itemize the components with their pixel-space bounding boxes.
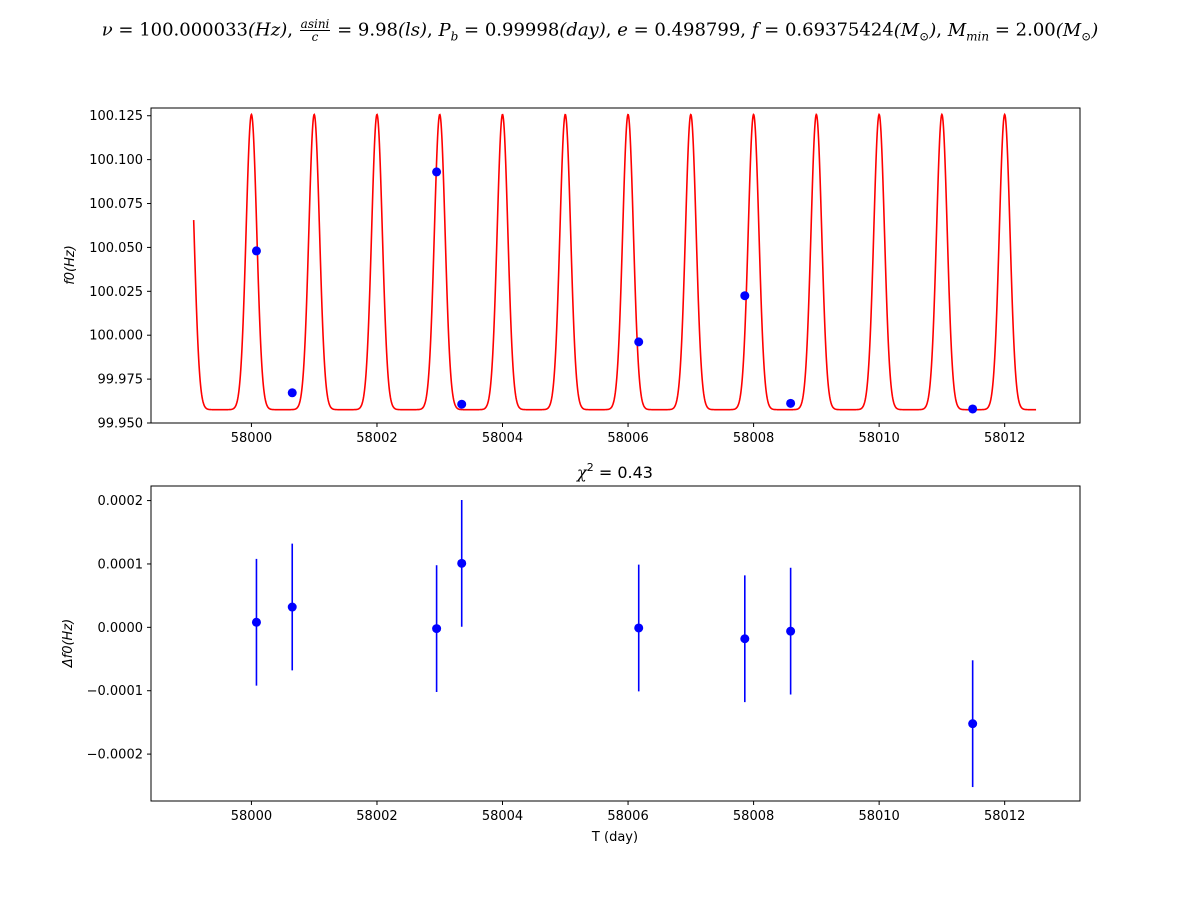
top-x-axis: 58000 58002 58004 58006 58008 58010 58012 bbox=[231, 423, 1025, 446]
observed-point bbox=[634, 337, 644, 347]
top-x-tick-label: 58006 bbox=[607, 431, 648, 446]
observed-point bbox=[968, 404, 978, 414]
bottom-y-tick-label: 0.0001 bbox=[98, 557, 144, 572]
bottom-panel: χ2 = 0.43 58000 58002 58004 58006 58008 58010… bbox=[61, 461, 1081, 845]
title-f-value: 0.69375424 bbox=[784, 19, 894, 41]
top-y-tick-label: 100.125 bbox=[89, 109, 143, 124]
model-curve bbox=[192, 112, 1037, 411]
top-plot-area bbox=[192, 112, 1037, 414]
bottom-x-tick-label: 58012 bbox=[984, 809, 1025, 824]
bottom-x-axis: 58000 58002 58004 58006 58008 58010 58012 bbox=[231, 801, 1025, 824]
bottom-x-tick-label: 58004 bbox=[482, 809, 523, 824]
bottom-y-tick-label: −0.0001 bbox=[87, 684, 143, 699]
title-asini-value: 9.98 bbox=[357, 19, 398, 41]
top-x-tick-label: 58004 bbox=[482, 431, 523, 446]
observed-point bbox=[287, 388, 297, 398]
top-y-axis: 99.950 99.975 100.000 100.025 100.050 100.075… bbox=[89, 109, 151, 432]
residual-point bbox=[251, 617, 261, 627]
top-x-tick-label: 58000 bbox=[231, 431, 272, 446]
residual-point bbox=[457, 558, 467, 568]
bottom-x-tick-label: 58008 bbox=[733, 809, 774, 824]
bottom-y-axis-label: Δf0(Hz) bbox=[61, 619, 76, 668]
top-x-tick-label: 58012 bbox=[984, 431, 1025, 446]
residual-point bbox=[740, 634, 750, 644]
bottom-panel-title: χ2 = 0.43 bbox=[576, 461, 653, 482]
top-y-axis-label: f0(Hz) bbox=[63, 245, 78, 285]
top-y-tick-label: 99.975 bbox=[98, 373, 144, 388]
figure-title: ν = 100.000033(Hz), asini c = 9.98(ls), P… bbox=[101, 17, 1099, 44]
bottom-x-tick-label: 58006 bbox=[607, 809, 648, 824]
residual-point bbox=[968, 719, 978, 729]
chi2-value: 0.43 bbox=[617, 463, 653, 482]
observed-point bbox=[786, 398, 796, 408]
bottom-y-tick-label: −0.0002 bbox=[87, 748, 143, 763]
observed-point bbox=[251, 246, 261, 256]
title-mmin-value: 2.00 bbox=[1015, 19, 1056, 41]
observed-point bbox=[432, 167, 442, 177]
observed-point bbox=[457, 399, 467, 409]
top-x-tick-label: 58010 bbox=[858, 431, 899, 446]
title-nu-value: 100.000033 bbox=[139, 19, 248, 41]
top-y-tick-label: 100.075 bbox=[89, 197, 143, 212]
bottom-y-axis: −0.0002 −0.0001 0.0000 0.0001 0.0002 bbox=[87, 494, 151, 763]
bottom-x-tick-label: 58000 bbox=[231, 809, 272, 824]
title-e-value: 0.498799 bbox=[654, 19, 741, 41]
title-asini-fraction: asini c bbox=[299, 17, 331, 44]
top-y-tick-label: 100.050 bbox=[89, 241, 143, 256]
top-y-tick-label: 99.950 bbox=[98, 417, 144, 432]
residual-point bbox=[786, 626, 796, 636]
bottom-y-tick-label: 0.0000 bbox=[98, 621, 144, 636]
top-x-tick-label: 58008 bbox=[733, 431, 774, 446]
bottom-x-tick-label: 58002 bbox=[356, 809, 397, 824]
top-y-tick-label: 100.000 bbox=[89, 329, 143, 344]
top-y-tick-label: 100.025 bbox=[89, 285, 143, 300]
observed-point bbox=[740, 291, 750, 301]
title-pb-value: 0.99998 bbox=[484, 19, 560, 41]
top-panel: 58000 58002 58004 58006 58008 58010 58012 99.9… bbox=[63, 107, 1081, 446]
residual-point bbox=[432, 624, 442, 634]
residual-point bbox=[634, 623, 644, 633]
top-axes-frame bbox=[150, 107, 1081, 424]
bottom-axes-frame bbox=[150, 485, 1081, 802]
bottom-y-tick-label: 0.0002 bbox=[98, 494, 144, 509]
residual-point bbox=[287, 602, 297, 612]
bottom-plot-area bbox=[251, 499, 978, 788]
bottom-x-tick-label: 58010 bbox=[858, 809, 899, 824]
top-y-tick-label: 100.100 bbox=[89, 153, 143, 168]
bottom-x-axis-label: T (day) bbox=[591, 830, 638, 845]
top-x-tick-label: 58002 bbox=[356, 431, 397, 446]
